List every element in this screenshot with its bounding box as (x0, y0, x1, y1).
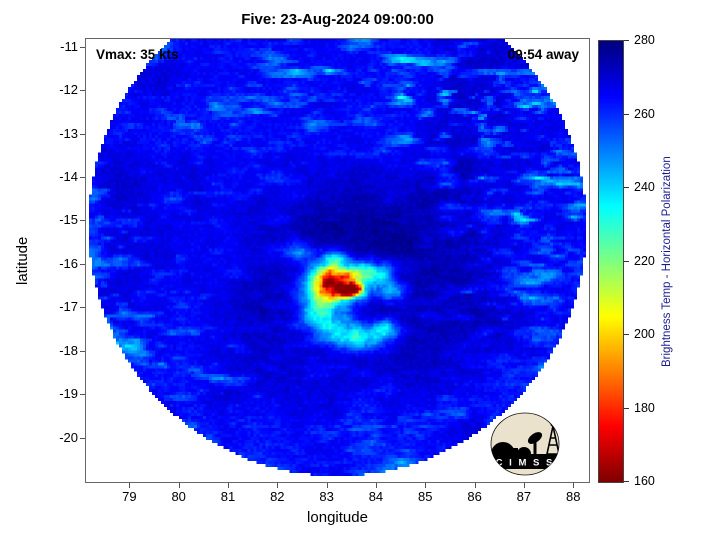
y-tick-label: -13 (59, 125, 78, 141)
x-tick-label: 81 (220, 489, 236, 504)
y-tick-mark (80, 176, 85, 178)
x-tick-mark (129, 483, 131, 488)
x-tick-mark (425, 483, 427, 488)
y-tick-mark (80, 350, 85, 352)
plot-area: Vmax: 35 kts 09:54 away (85, 38, 590, 483)
y-tick-label: -16 (59, 255, 78, 271)
vmax-annotation: Vmax: 35 kts (96, 47, 179, 62)
colorbar (598, 40, 624, 483)
x-tick-mark (573, 483, 575, 488)
y-tick-mark (80, 394, 85, 396)
x-tick-mark (277, 483, 279, 488)
colorbar-tick-mark (624, 113, 629, 115)
colorbar-tick-label: 220 (634, 253, 655, 268)
colorbar-tick-mark (624, 40, 629, 41)
cimss-logo: C I M S S (490, 412, 560, 476)
x-tick-label: 87 (516, 489, 532, 504)
y-tick-label: -18 (59, 342, 78, 358)
x-tick-label: 83 (319, 489, 334, 504)
y-tick-mark (80, 90, 85, 92)
eta-annotation: 09:54 away (507, 47, 579, 62)
satellite-dish-icon (527, 432, 543, 454)
colorbar-tick-label: 160 (634, 474, 655, 488)
y-tick-mark (80, 307, 85, 309)
x-tick-label: 79 (122, 489, 137, 504)
colorbar-tick-mark (624, 481, 629, 482)
logo-banner (491, 454, 559, 469)
x-tick-mark (375, 483, 377, 488)
x-tick-mark (228, 483, 229, 488)
y-axis-label: latitude (14, 236, 31, 285)
y-tick-label: -19 (59, 386, 78, 402)
x-axis-label: longitude (307, 509, 368, 526)
y-tick-mark (80, 46, 85, 48)
x-tick-mark (326, 483, 328, 488)
x-tick-label: 82 (270, 489, 285, 504)
x-tick-label: 80 (171, 489, 186, 504)
y-tick-mark (80, 263, 85, 265)
colorbar-tick-mark (624, 407, 629, 409)
logo-text: C I M S S (496, 458, 555, 469)
small-dome-icon (517, 447, 531, 454)
colorbar-tick-label: 200 (634, 327, 655, 341)
y-tick-mark (80, 437, 85, 439)
colorbar-tick-mark (624, 260, 629, 262)
y-tick-mark (80, 220, 85, 222)
x-tick-label: 85 (418, 489, 433, 504)
y-tick-label: -15 (59, 212, 78, 228)
y-tick-label: -17 (59, 299, 78, 315)
x-tick-label: 88 (565, 489, 581, 504)
microwave-swath-image (86, 39, 589, 482)
colorbar-tick-label: 280 (634, 33, 655, 47)
building-icon (512, 448, 518, 454)
colorbar-tick-label: 260 (634, 106, 655, 121)
y-tick-label: -11 (60, 38, 78, 54)
x-tick-label: 84 (368, 489, 384, 504)
plot-title: Five: 23-Aug-2024 09:00:00 (241, 11, 434, 28)
y-tick-label: -14 (59, 168, 78, 184)
colorbar-label: Brightness Temp - Horizontal Polarizatio… (661, 156, 673, 367)
y-tick-label: -12 (59, 82, 78, 98)
x-tick-label: 86 (467, 489, 482, 504)
colorbar-tick-mark (624, 187, 629, 188)
x-tick-mark (523, 483, 525, 488)
x-tick-mark (178, 483, 180, 488)
colorbar-tick-label: 180 (634, 400, 655, 415)
y-tick-label: -20 (59, 429, 78, 445)
colorbar-gradient (599, 41, 623, 482)
x-tick-mark (474, 483, 476, 488)
y-tick-mark (80, 133, 85, 135)
colorbar-tick-mark (624, 334, 629, 335)
observatory-dome-icon (491, 442, 515, 454)
colorbar-tick-label: 240 (634, 180, 655, 194)
